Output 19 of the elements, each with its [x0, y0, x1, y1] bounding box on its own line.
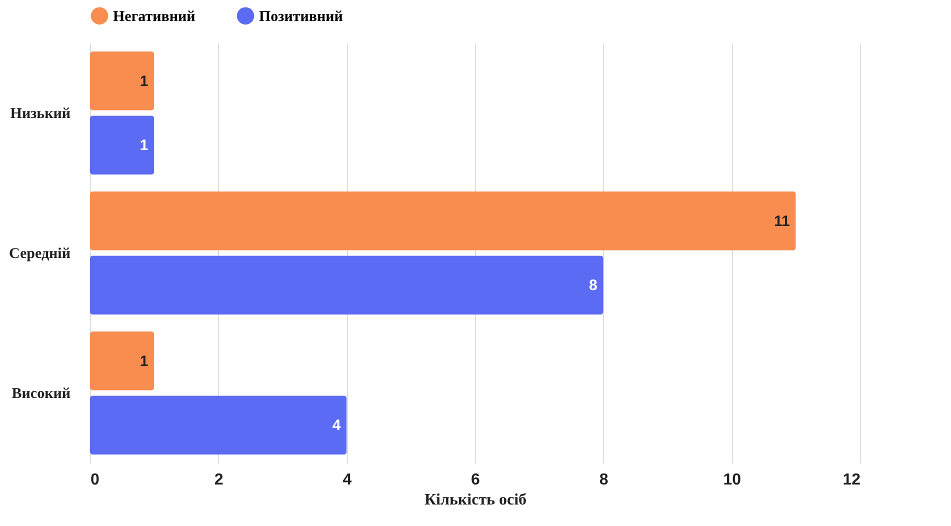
legend-label: Негативний	[113, 8, 196, 25]
y-tick-label: Середній	[8, 246, 71, 262]
data-label: 4	[332, 417, 342, 434]
data-label: 8	[588, 277, 598, 294]
y-tick-label: Низький	[10, 106, 71, 122]
data-label: 1	[140, 352, 148, 370]
x-tick-label: 12	[842, 472, 861, 488]
x-tick-label: 4	[342, 472, 352, 488]
x-axis-title: Кількість осіб	[424, 492, 527, 508]
legend-label: Позитивний	[259, 8, 344, 25]
y-tick-label: Високий	[12, 386, 71, 402]
data-label: 1	[140, 72, 148, 90]
data-label: 11	[774, 212, 790, 230]
x-tick-label: 8	[599, 472, 608, 488]
x-tick-label: 10	[723, 472, 742, 488]
x-tick-label: 2	[214, 472, 224, 488]
x-tick-label: 0	[90, 472, 100, 488]
data-label: 1	[140, 137, 148, 154]
x-tick-label: 6	[471, 472, 480, 488]
